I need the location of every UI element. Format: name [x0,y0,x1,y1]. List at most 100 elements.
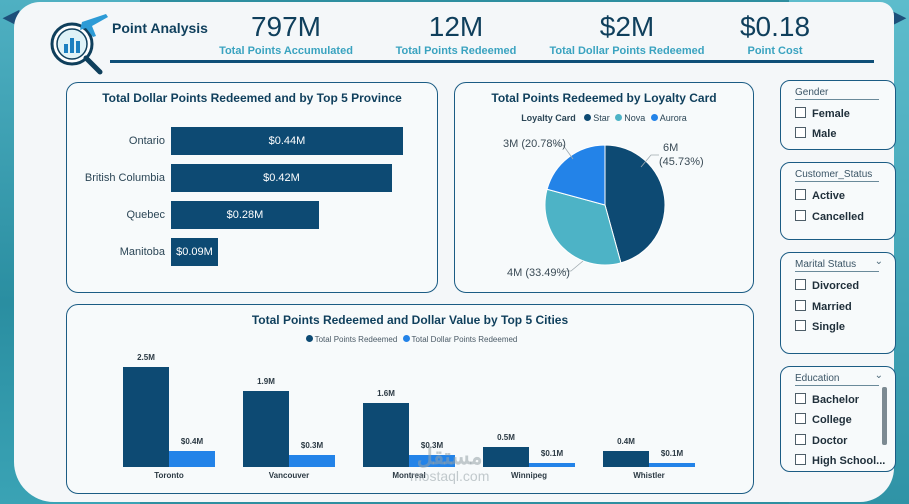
pie-label-aurora: 3M (20.78%) [503,138,566,150]
legend-item-nova[interactable]: Nova [624,113,646,123]
kpi-point-cost: $0.18 Point Cost [730,10,820,58]
province-bar[interactable]: $0.44M [171,127,403,155]
slicer-scrollbar[interactable] [882,387,887,445]
province-row[interactable]: Manitoba $0.09M [67,238,437,268]
chart-title: Total Dollar Points Redeemed and by Top … [102,91,402,105]
legend-item-star[interactable]: Star [593,113,610,123]
checkbox[interactable] [795,127,806,138]
chevron-down-icon[interactable]: ⌄ [874,256,883,267]
province-row[interactable]: Ontario $0.44M [67,127,437,157]
slicer-title: Customer_Status [795,169,879,182]
checkbox[interactable] [795,413,806,424]
province-bar[interactable]: $0.42M [171,164,392,192]
checkbox[interactable] [795,279,806,290]
province-chart-card[interactable]: Total Dollar Points Redeemed and by Top … [66,82,438,293]
option-label: High School... [812,455,886,467]
pie-slice-star[interactable] [604,144,666,264]
legend-title: Loyalty Card [521,113,576,123]
legend-item-points[interactable]: Total Points Redeemed [314,335,398,344]
app-title: Point Analysis [112,20,208,36]
bar-value-label: 0.4M [617,437,635,446]
checkbox[interactable] [795,454,806,465]
province-label: Ontario [128,135,165,147]
checkbox[interactable] [795,434,806,445]
slicer-option-active[interactable]: Active [795,189,845,203]
city-label: Toronto [154,471,184,480]
points-bar[interactable] [483,447,529,467]
province-row[interactable]: British Columbia $0.42M [67,164,437,194]
kpi-total-points-accumulated: 797M Total Points Accumulated [216,10,356,58]
chart-title: Total Points Redeemed by Loyalty Card [491,91,717,105]
legend-dot-aurora [650,114,658,121]
slicer-title: Marital Status [795,259,879,272]
loyalty-card-chart-card[interactable]: Total Points Redeemed by Loyalty Card Lo… [454,82,754,293]
dollars-bar[interactable] [169,451,215,467]
province-bar[interactable]: $0.09M [171,238,218,266]
kpi-value: $2M [599,11,655,42]
slicer-option-college[interactable]: College [795,413,852,427]
pie-slice-nova[interactable] [544,188,622,266]
bar-value-label: $0.3M [420,441,444,450]
pie-legend: Loyalty Card Star Nova Aurora [455,113,753,123]
slicer-option-single[interactable]: Single [795,320,845,334]
legend-dot-points [305,335,313,342]
dollars-bar[interactable] [409,455,455,467]
kpi-total-dollar-points-redeemed: $2M Total Dollar Points Redeemed [544,10,710,58]
checkbox[interactable] [795,300,806,311]
pie-chart [544,144,666,272]
kpi-label: Total Dollar Points Redeemed [549,45,705,57]
city-label: Montreal [392,471,426,480]
bar-value-label: $0.1M [540,449,564,458]
checkbox[interactable] [795,107,806,118]
legend-dot-nova [615,114,623,121]
slicer-option-high-school[interactable]: High School... [795,454,885,468]
legend-item-aurora[interactable]: Aurora [659,113,687,123]
option-label: Doctor [812,435,848,447]
dollars-bar[interactable] [529,463,575,467]
kpi-label: Total Points Accumulated [219,45,353,57]
pie-slice-aurora[interactable] [546,144,606,206]
option-label: Divorced [812,280,860,292]
bar-value-label: $0.4M [180,437,204,446]
kpi-total-points-redeemed: 12M Total Points Redeemed [386,10,526,58]
pie-label-star-value: 6M [663,142,679,154]
pie-label-star: 6M (45.73%) [659,141,704,169]
dollars-bar[interactable] [289,455,335,467]
bar-value-label: $0.3M [300,441,324,450]
kpi-value: 12M [428,11,484,42]
legend-item-dollars[interactable]: Total Dollar Points Redeemed [411,335,518,344]
slicer-option-doctor[interactable]: Doctor [795,434,847,448]
kpi-label: Point Cost [747,45,803,57]
legend-dot-star [584,114,592,121]
gender-slicer[interactable]: Gender Female Male [780,80,896,150]
option-label: Bachelor [812,394,860,406]
cities-chart-card[interactable]: Total Points Redeemed and Dollar Value b… [66,304,754,494]
slicer-option-cancelled[interactable]: Cancelled [795,210,864,224]
points-bar[interactable] [243,391,289,467]
slicer-option-female[interactable]: Female [795,107,850,121]
slicer-option-divorced[interactable]: Divorced [795,279,859,293]
province-bar[interactable]: $0.28M [171,201,319,229]
points-bar[interactable] [123,367,169,467]
checkbox[interactable] [795,320,806,331]
bar-value-label: 1.6M [377,389,395,398]
province-label: Quebec [126,209,165,221]
province-row[interactable]: Quebec $0.28M [67,201,437,231]
slicer-option-bachelor[interactable]: Bachelor [795,393,859,407]
points-bar[interactable] [603,451,649,467]
pie-leader-line [561,260,584,272]
checkbox[interactable] [795,189,806,200]
education-slicer[interactable]: Education ⌄ Bachelor College Doctor High… [780,366,896,472]
dashboard-canvas: Point Analysis 797M Total Points Accumul… [14,2,896,502]
slicer-option-married[interactable]: Married [795,300,852,314]
kpi-value: 797M [250,11,322,42]
marital-status-slicer[interactable]: Marital Status ⌄ Divorced Married Single [780,252,896,354]
dollars-bar[interactable] [649,463,695,467]
legend-dot-dollars [402,335,410,342]
chevron-down-icon[interactable]: ⌄ [874,370,883,381]
customer-status-slicer[interactable]: Customer_Status Active Cancelled [780,162,896,240]
checkbox[interactable] [795,393,806,404]
slicer-option-male[interactable]: Male [795,127,836,141]
checkbox[interactable] [795,210,806,221]
points-bar[interactable] [363,403,409,467]
